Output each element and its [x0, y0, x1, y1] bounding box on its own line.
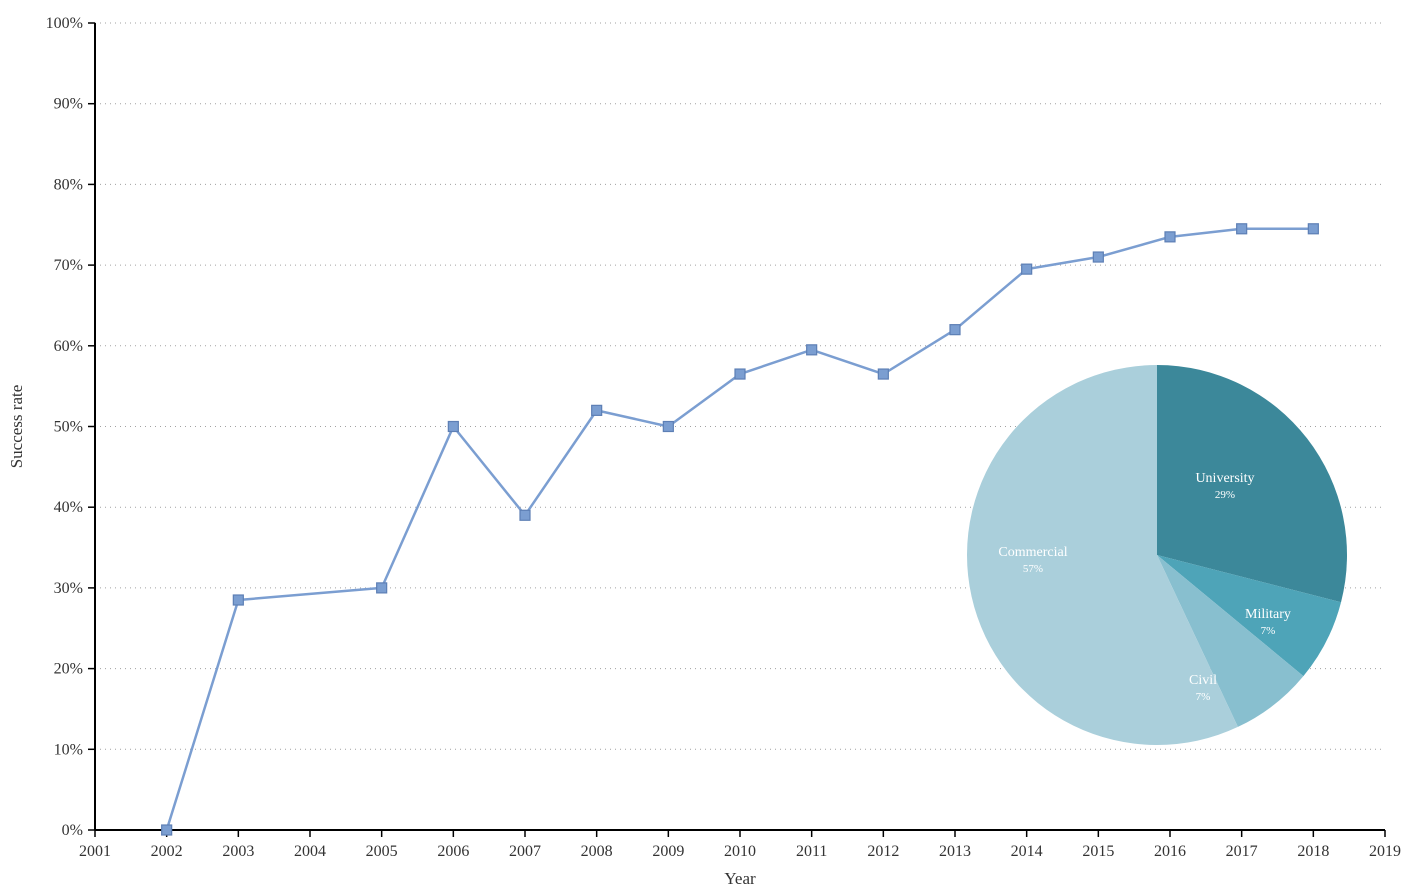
y-tick-label: 20% — [54, 661, 83, 678]
x-tick-label: 2018 — [1297, 843, 1329, 860]
pie-slice-pct: 7% — [1196, 691, 1211, 703]
pie-slice-label: Commercial — [998, 545, 1067, 560]
x-tick-label: 2014 — [1011, 843, 1043, 860]
y-tick-label: 70% — [54, 257, 83, 274]
x-tick-label: 2004 — [294, 843, 326, 860]
y-axis-label: Success rate — [7, 385, 26, 469]
y-tick-label: 40% — [54, 499, 83, 516]
pie-slice-pct: 29% — [1215, 489, 1235, 501]
data-marker — [162, 825, 172, 835]
pie-slice-label: Military — [1245, 607, 1291, 622]
x-tick-label: 2002 — [151, 843, 183, 860]
data-marker — [663, 422, 673, 432]
x-tick-label: 2017 — [1226, 843, 1258, 860]
x-tick-label: 2019 — [1369, 843, 1401, 860]
data-marker — [950, 325, 960, 335]
x-tick-label: 2016 — [1154, 843, 1186, 860]
pie-slice-pct: 7% — [1261, 625, 1276, 637]
pie-slice-label: University — [1195, 471, 1254, 486]
data-marker — [1237, 224, 1247, 234]
data-marker — [1022, 264, 1032, 274]
data-marker — [735, 369, 745, 379]
x-tick-label: 2006 — [437, 843, 469, 860]
y-tick-label: 90% — [54, 96, 83, 113]
y-tick-label: 30% — [54, 580, 83, 597]
pie-slice-pct: 57% — [1023, 563, 1043, 575]
data-marker — [1165, 232, 1175, 242]
data-marker — [807, 345, 817, 355]
x-tick-label: 2011 — [796, 843, 827, 860]
y-tick-label: 10% — [54, 741, 83, 758]
chart-container: 2001 2002 2003 2004 2005 2006 2007 2008 2009 2010… — [0, 0, 1405, 891]
x-tick-label: 2010 — [724, 843, 756, 860]
y-tick-label: 50% — [54, 419, 83, 436]
x-tick-label: 2007 — [509, 843, 541, 860]
pie-chart: University 29% Military 7% Civil 7% Commercial… — [967, 365, 1347, 745]
data-marker — [1093, 252, 1103, 262]
data-marker — [448, 422, 458, 432]
pie-slice-label: Civil — [1189, 673, 1217, 688]
y-tick-label: 80% — [54, 176, 83, 193]
x-axis-label: Year — [724, 869, 756, 888]
x-tick-label: 2012 — [867, 843, 899, 860]
y-tick-label: 0% — [62, 822, 83, 839]
data-marker — [1308, 224, 1318, 234]
y-tick-label: 60% — [54, 338, 83, 355]
data-marker — [592, 405, 602, 415]
x-tick-label: 2001 — [79, 843, 111, 860]
data-marker — [878, 369, 888, 379]
chart-svg: 2001 2002 2003 2004 2005 2006 2007 2008 2009 2010… — [0, 0, 1405, 891]
y-tick-label: 100% — [46, 15, 83, 32]
x-tick-label: 2008 — [581, 843, 613, 860]
x-tick-label: 2013 — [939, 843, 971, 860]
data-marker — [520, 510, 530, 520]
x-tick-label: 2015 — [1082, 843, 1114, 860]
x-tick-label: 2005 — [366, 843, 398, 860]
data-marker — [377, 583, 387, 593]
data-marker — [233, 595, 243, 605]
x-tick-label: 2009 — [652, 843, 684, 860]
x-tick-label: 2003 — [222, 843, 254, 860]
